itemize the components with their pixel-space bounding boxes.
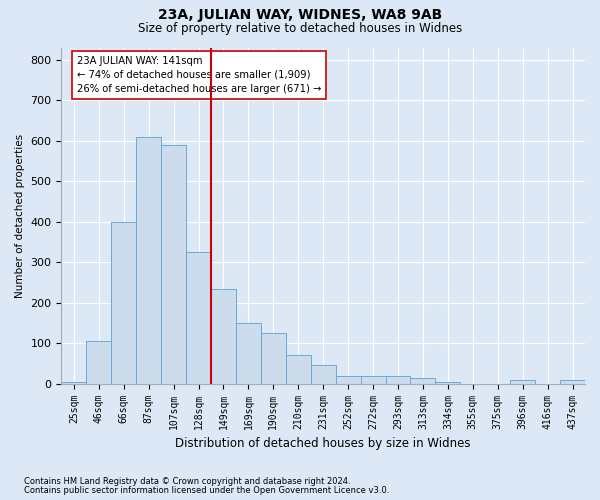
X-axis label: Distribution of detached houses by size in Widnes: Distribution of detached houses by size … — [175, 437, 471, 450]
Text: Size of property relative to detached houses in Widnes: Size of property relative to detached ho… — [138, 22, 462, 35]
Bar — [286, 356, 311, 384]
Text: Contains HM Land Registry data © Crown copyright and database right 2024.: Contains HM Land Registry data © Crown c… — [24, 477, 350, 486]
Text: 23A JULIAN WAY: 141sqm
← 74% of detached houses are smaller (1,909)
26% of semi-: 23A JULIAN WAY: 141sqm ← 74% of detached… — [77, 56, 322, 94]
Bar — [510, 380, 535, 384]
Bar — [186, 252, 211, 384]
Bar — [211, 288, 236, 384]
Bar — [61, 382, 86, 384]
Bar — [436, 382, 460, 384]
Bar — [111, 222, 136, 384]
Y-axis label: Number of detached properties: Number of detached properties — [15, 134, 25, 298]
Bar — [161, 144, 186, 384]
Bar — [311, 366, 335, 384]
Bar — [386, 376, 410, 384]
Bar — [335, 376, 361, 384]
Bar — [410, 378, 436, 384]
Text: Contains public sector information licensed under the Open Government Licence v3: Contains public sector information licen… — [24, 486, 389, 495]
Bar — [236, 323, 261, 384]
Bar — [261, 333, 286, 384]
Bar — [86, 341, 111, 384]
Bar — [136, 136, 161, 384]
Text: 23A, JULIAN WAY, WIDNES, WA8 9AB: 23A, JULIAN WAY, WIDNES, WA8 9AB — [158, 8, 442, 22]
Bar — [560, 380, 585, 384]
Bar — [361, 376, 386, 384]
